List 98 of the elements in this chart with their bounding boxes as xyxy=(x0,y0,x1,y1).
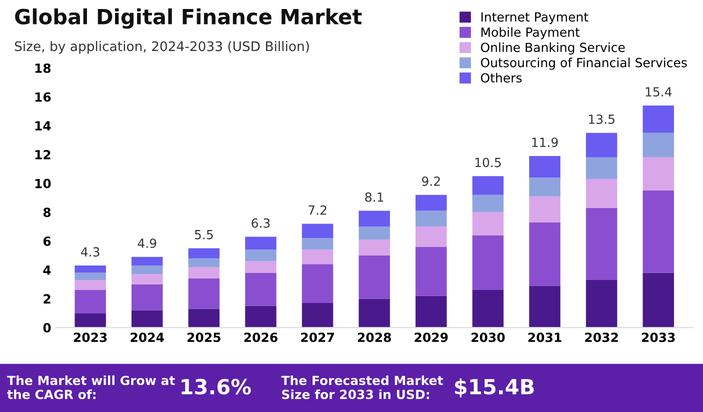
bar xyxy=(358,298,390,328)
legend-label: Outsourcing of Financial Services xyxy=(480,58,687,70)
text: The Forecasted Market Size for 2033 in USD: xyxy=(281,375,443,400)
bar xyxy=(188,308,220,328)
bar xyxy=(472,212,504,236)
bar xyxy=(132,284,163,310)
text: $15.4B xyxy=(455,378,534,398)
bar xyxy=(188,258,220,267)
total-label: 4.9 xyxy=(138,238,156,248)
bar xyxy=(302,250,334,264)
y-tick-label: 2 xyxy=(44,294,50,304)
y-tick-label: 12 xyxy=(35,150,50,160)
bar xyxy=(74,280,106,290)
total-label: 8.1 xyxy=(365,192,384,202)
bar xyxy=(472,290,504,328)
text: The Market will Grow at the CAGR of: xyxy=(7,375,175,400)
text: 13.6% xyxy=(182,378,251,395)
total-label: 7.2 xyxy=(308,205,326,215)
total-label: 11.9 xyxy=(532,138,558,148)
bar xyxy=(188,278,220,309)
x-tick-label: 2023 xyxy=(74,332,107,342)
bar xyxy=(188,266,220,279)
bar xyxy=(642,272,674,328)
total-label: 13.5 xyxy=(589,114,614,124)
legend-label: Online Banking Service xyxy=(480,42,625,55)
y-tick-label: 8 xyxy=(43,208,51,218)
bar xyxy=(586,280,618,328)
y-tick-label: 0 xyxy=(43,323,51,332)
bar xyxy=(642,132,674,158)
bar xyxy=(529,222,560,286)
x-tick-label: 2028 xyxy=(358,332,391,342)
bar xyxy=(188,248,220,258)
bar xyxy=(302,224,334,238)
y-tick-label: 4 xyxy=(43,265,51,275)
bar xyxy=(472,235,504,290)
bar xyxy=(586,208,618,280)
chart-title: Global Digital Finance Market xyxy=(15,8,362,29)
y-tick-label: 6 xyxy=(43,236,51,246)
x-tick-label: 2024 xyxy=(130,332,164,342)
bar xyxy=(586,157,618,180)
bar xyxy=(302,238,334,250)
bar xyxy=(642,157,674,191)
total-label: 6.3 xyxy=(252,218,270,228)
bar xyxy=(529,286,560,328)
total-label: 4.3 xyxy=(80,247,100,257)
x-tick-label: 2031 xyxy=(528,332,562,342)
bar xyxy=(245,236,276,250)
legend-label: Mobile Payment xyxy=(481,27,580,40)
x-tick-label: 2030 xyxy=(472,332,505,342)
bar xyxy=(472,176,504,195)
x-tick-label: 2026 xyxy=(244,332,278,342)
bar xyxy=(358,255,390,299)
chart-subtitle: Size, by application, 2024-2033 (USD Billion) xyxy=(14,40,309,54)
total-label: 10.5 xyxy=(475,158,501,168)
bar xyxy=(416,194,447,211)
legend-label: Internet Payment xyxy=(481,12,588,24)
bar xyxy=(416,246,447,296)
bar xyxy=(416,226,447,247)
bar xyxy=(245,272,276,306)
total-label: 9.2 xyxy=(422,176,440,186)
y-tick-label: 18 xyxy=(35,63,51,73)
bar xyxy=(642,190,674,273)
bar xyxy=(302,264,334,304)
bar xyxy=(245,261,276,273)
bar xyxy=(586,179,618,208)
bar xyxy=(74,313,106,328)
bar xyxy=(529,178,560,196)
x-tick-label: 2027 xyxy=(301,332,334,342)
x-tick-label: 2029 xyxy=(414,332,448,342)
x-tick-label: 2025 xyxy=(188,332,220,342)
bar xyxy=(358,210,390,227)
bar xyxy=(74,290,106,314)
y-tick-label: 14 xyxy=(35,121,51,130)
legend-label: Others xyxy=(480,72,522,83)
bar xyxy=(586,132,618,158)
bar xyxy=(416,296,447,328)
bar xyxy=(132,266,163,274)
bar xyxy=(132,256,163,266)
bar xyxy=(74,272,106,280)
total-label: 5.5 xyxy=(194,230,213,240)
bar xyxy=(132,310,163,328)
bar xyxy=(132,274,163,284)
y-tick-label: 16 xyxy=(35,92,51,102)
x-tick-label: 2032 xyxy=(585,332,618,342)
y-tick-label: 10 xyxy=(35,178,51,188)
bar xyxy=(358,240,390,256)
total-label: 15.4 xyxy=(646,87,672,97)
bar xyxy=(358,226,390,240)
bar xyxy=(642,105,674,133)
bar xyxy=(416,210,447,227)
bar xyxy=(529,156,560,178)
bar xyxy=(529,196,560,222)
bar xyxy=(74,266,106,273)
bar xyxy=(302,303,334,328)
bar xyxy=(472,194,504,212)
bar xyxy=(245,250,276,262)
bar xyxy=(245,306,276,328)
x-tick-label: 2033 xyxy=(642,332,675,342)
